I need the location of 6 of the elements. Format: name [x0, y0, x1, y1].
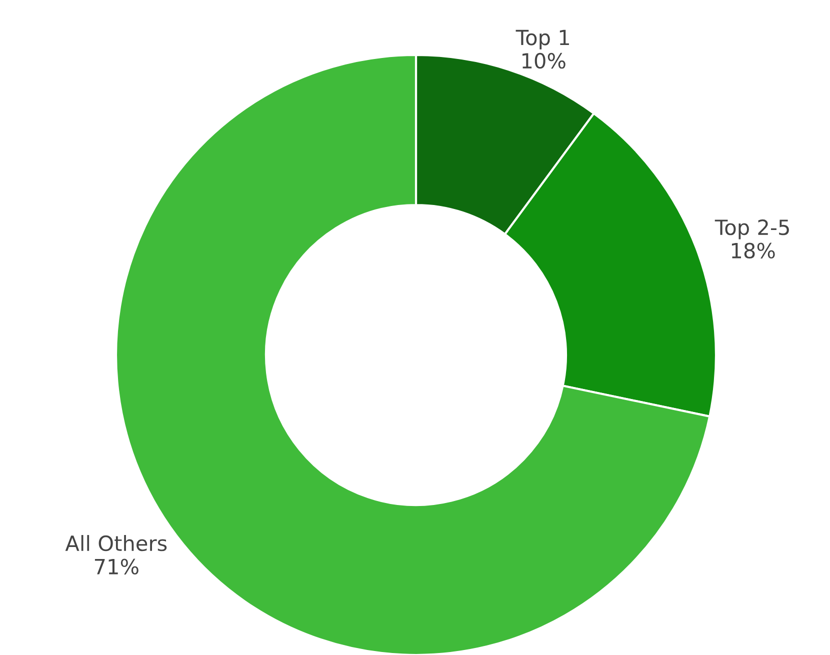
data-label: 18%	[732, 242, 775, 259]
data-label: 71%	[94, 558, 138, 574]
data-label: 10%	[522, 52, 566, 69]
slice-label: All Others	[65, 535, 167, 552]
slice-label: Top 1	[516, 30, 569, 50]
slice-label: Top 2-5	[714, 219, 789, 240]
